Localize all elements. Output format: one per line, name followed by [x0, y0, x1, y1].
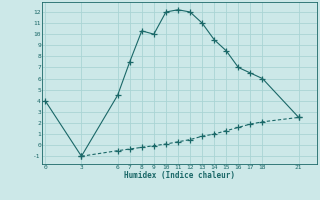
- X-axis label: Humidex (Indice chaleur): Humidex (Indice chaleur): [124, 171, 235, 180]
